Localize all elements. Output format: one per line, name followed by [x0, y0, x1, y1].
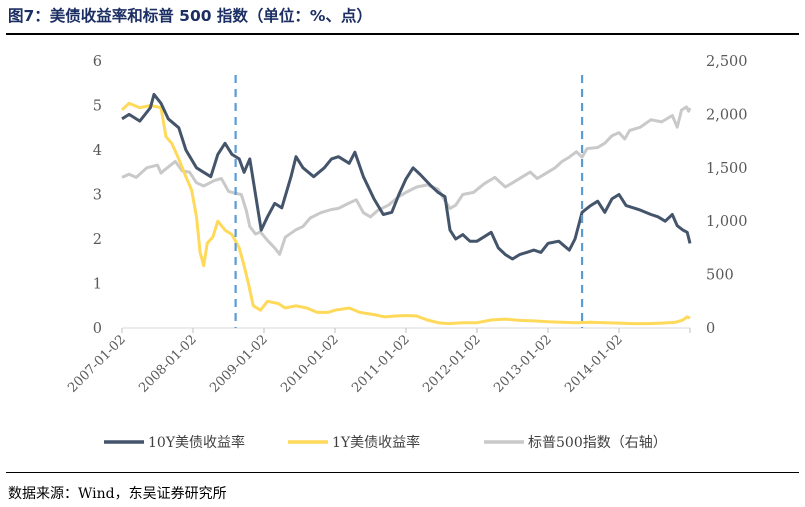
- x-tick-label: 2010-01-02: [278, 332, 342, 396]
- source-rule: [6, 472, 799, 473]
- series-line-10y-yield: [121, 92, 692, 261]
- y-left-tick-label: 6: [93, 54, 102, 70]
- x-tick-label: 2012-01-02: [420, 332, 484, 396]
- title-rule: [6, 33, 799, 35]
- y-left-tick-label: 3: [93, 188, 102, 204]
- y-right-tick-label: 0: [706, 321, 715, 337]
- x-tick-label: 2011-01-02: [349, 332, 413, 396]
- y-right-tick-label: 1,500: [706, 161, 748, 177]
- x-tick-label: 2009-01-02: [207, 332, 271, 396]
- x-tick-label: 2014-01-02: [562, 332, 626, 396]
- series-line-sp500: [121, 105, 692, 256]
- y-left-tick-label: 2: [93, 232, 102, 248]
- y-left-tick-label: 4: [93, 143, 102, 159]
- legend-label: 1Y美债收益率: [332, 434, 420, 451]
- y-right-tick-label: 1,000: [706, 214, 748, 230]
- y-right-tick-label: 2,500: [706, 54, 748, 70]
- figure-title: 图7：美债收益率和标普 500 指数（单位：%、点）: [8, 7, 372, 25]
- y-left-tick-label: 0: [93, 321, 102, 337]
- y-left-tick-label: 1: [93, 277, 102, 293]
- legend-label: 10Y美债收益率: [148, 434, 245, 451]
- series-line-1y-yield: [120, 101, 691, 326]
- x-tick-label: 2013-01-02: [491, 332, 555, 396]
- x-tick-label: 2008-01-02: [136, 332, 200, 396]
- x-tick-label: 2007-01-02: [65, 332, 129, 396]
- y-left-tick-label: 5: [93, 99, 102, 115]
- y-right-tick-label: 2,000: [706, 107, 748, 123]
- legend-label: 标普500指数（右轴）: [528, 435, 667, 451]
- source-note: 数据来源：Wind，东吴证券研究所: [8, 486, 227, 502]
- y-right-tick-label: 500: [706, 268, 734, 284]
